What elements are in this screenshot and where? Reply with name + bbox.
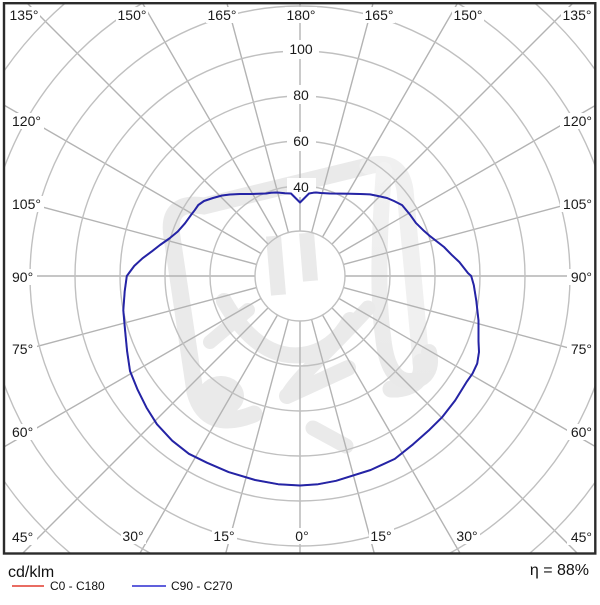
svg-text:120°: 120° <box>563 113 592 129</box>
svg-text:165°: 165° <box>208 7 237 23</box>
svg-text:120°: 120° <box>12 113 41 129</box>
svg-text:90°: 90° <box>12 269 33 285</box>
svg-text:80: 80 <box>293 87 309 103</box>
svg-text:150°: 150° <box>454 7 483 23</box>
svg-text:60: 60 <box>293 133 309 149</box>
svg-text:135°: 135° <box>10 7 39 23</box>
svg-text:30°: 30° <box>122 528 143 544</box>
svg-text:0°: 0° <box>295 528 308 544</box>
svg-text:45°: 45° <box>571 529 592 545</box>
svg-text:cd/klm: cd/klm <box>8 564 54 581</box>
svg-text:60°: 60° <box>571 424 592 440</box>
svg-text:135°: 135° <box>563 7 592 23</box>
svg-text:165°: 165° <box>365 7 394 23</box>
svg-text:105°: 105° <box>563 196 592 212</box>
svg-text:105°: 105° <box>12 196 41 212</box>
svg-text:180°: 180° <box>287 7 316 23</box>
svg-text:C90 - C270: C90 - C270 <box>171 579 233 593</box>
svg-text:60°: 60° <box>12 424 33 440</box>
svg-text:15°: 15° <box>213 528 234 544</box>
svg-text:45°: 45° <box>12 529 33 545</box>
svg-text:η = 88%: η = 88% <box>530 562 589 579</box>
svg-text:C0 - C180: C0 - C180 <box>50 579 105 593</box>
svg-text:15°: 15° <box>370 528 391 544</box>
svg-text:90°: 90° <box>571 269 592 285</box>
svg-text:75°: 75° <box>571 341 592 357</box>
svg-text:75°: 75° <box>12 341 33 357</box>
svg-text:40: 40 <box>293 179 309 195</box>
svg-text:150°: 150° <box>118 7 147 23</box>
svg-text:100: 100 <box>289 41 313 57</box>
svg-text:30°: 30° <box>456 528 477 544</box>
